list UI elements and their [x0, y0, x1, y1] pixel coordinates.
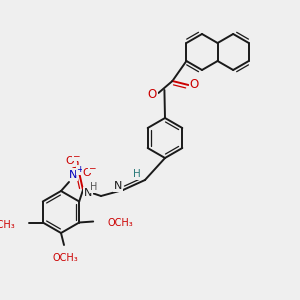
Text: OCH₃: OCH₃	[107, 218, 133, 227]
Text: O: O	[69, 158, 79, 170]
Text: O: O	[66, 156, 74, 166]
Text: O: O	[148, 88, 157, 101]
Text: OCH₃: OCH₃	[52, 253, 78, 263]
Text: N: N	[84, 188, 92, 198]
Text: −: −	[72, 152, 80, 160]
Text: OCH₃: OCH₃	[0, 220, 15, 230]
Text: +: +	[76, 166, 84, 175]
Text: H: H	[133, 169, 141, 179]
Text: O: O	[82, 168, 91, 178]
Text: H: H	[90, 182, 98, 192]
Text: N: N	[69, 170, 77, 180]
Text: N: N	[114, 181, 122, 191]
Text: O: O	[190, 77, 199, 91]
Text: −: −	[88, 164, 96, 172]
